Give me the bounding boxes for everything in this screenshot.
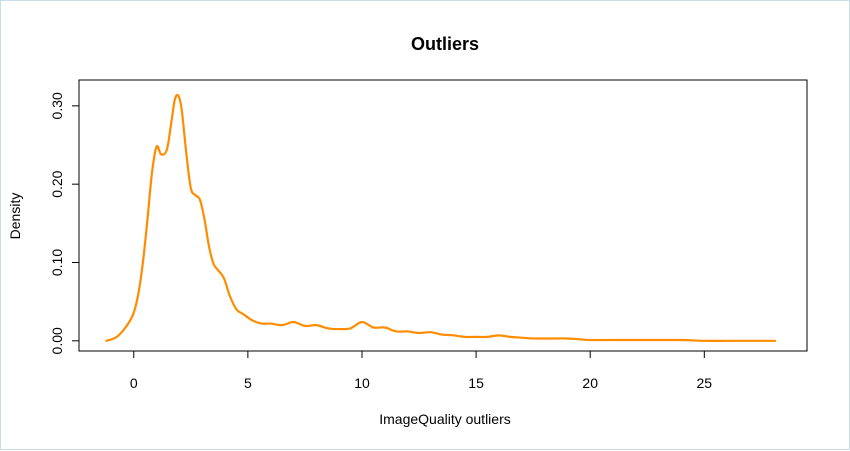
x-axis: 0 5 10 15 20 25 [130, 350, 713, 391]
y-tick-label: 0.30 [49, 92, 65, 119]
y-tick-label: 0.10 [49, 249, 65, 276]
y-axis: 0.00 0.10 0.20 0.30 [49, 92, 80, 354]
x-tick-label: 0 [130, 375, 138, 391]
x-tick-label: 5 [244, 375, 252, 391]
y-tick-label: 0.00 [49, 327, 65, 354]
x-tick-label: 20 [582, 375, 598, 391]
x-tick-label: 25 [697, 375, 713, 391]
x-tick-label: 10 [354, 375, 370, 391]
chart-title: Outliers [411, 34, 479, 54]
x-axis-label: ImageQuality outliers [379, 411, 511, 427]
x-tick-label: 15 [468, 375, 484, 391]
y-axis-label: Density [7, 193, 23, 240]
density-line [105, 93, 777, 342]
y-tick-label: 0.20 [49, 170, 65, 197]
plot-box [78, 79, 808, 352]
